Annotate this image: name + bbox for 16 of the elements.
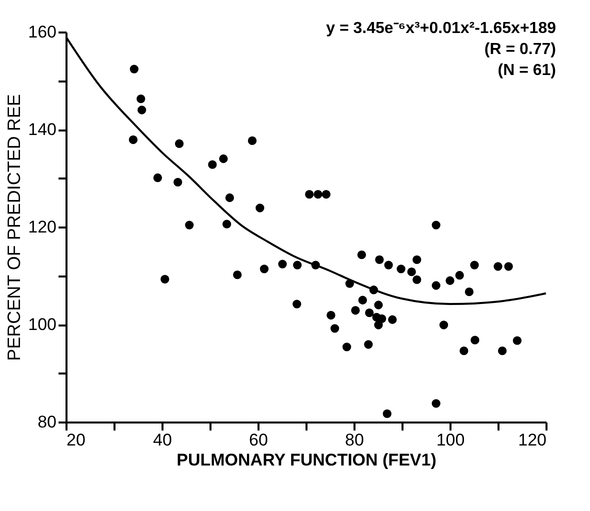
- x-tick-label: 40: [153, 430, 172, 450]
- y-axis-title: PERCENT OF PREDICTED REE: [4, 94, 24, 361]
- x-tick-label: 120: [518, 430, 546, 450]
- x-axis-title: PULMONARY FUNCTION (FEV1): [176, 450, 436, 470]
- annotation: y = 3.45e⁻⁶x³+0.01x²-1.65x+189: [326, 20, 556, 37]
- y-tick-label: 120: [28, 218, 56, 236]
- y-tick-label: 140: [28, 120, 56, 139]
- x-tick-label: 80: [345, 430, 364, 450]
- x-tick-label: 20: [66, 430, 86, 450]
- annotation: (N = 61): [498, 62, 556, 79]
- y-tick-label: 160: [28, 22, 56, 42]
- y-tick-label: 100: [28, 315, 56, 334]
- y-tick-label: 80: [38, 412, 56, 432]
- x-tick-label: 60: [249, 430, 268, 450]
- x-tick-label: 100: [436, 430, 465, 450]
- annotation: (R = 0.77): [484, 41, 556, 58]
